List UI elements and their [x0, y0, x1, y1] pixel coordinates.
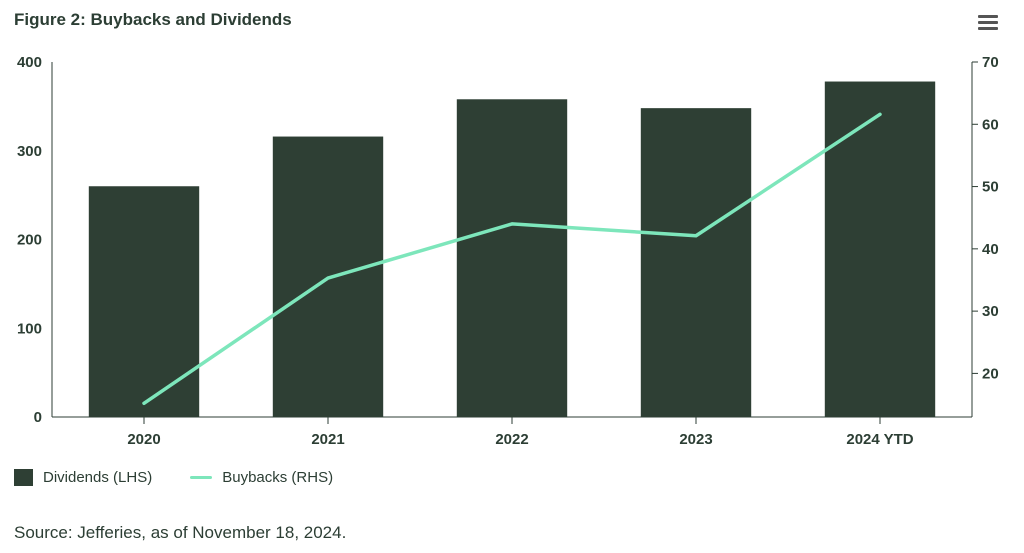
- bar-dividends: [88, 186, 200, 417]
- x-tick-label: 2021: [311, 431, 344, 448]
- point-buybacks: [510, 222, 514, 226]
- point-buybacks: [142, 401, 146, 405]
- legend-item-buybacks[interactable]: Buybacks (RHS): [190, 469, 333, 486]
- menu-line: [978, 27, 998, 30]
- y-right-tick-label: 70: [982, 54, 999, 71]
- legend-bar-swatch: [14, 469, 33, 486]
- x-tick-label: 2023: [679, 431, 712, 448]
- menu-line: [978, 21, 998, 24]
- bar-dividends: [456, 99, 568, 418]
- point-buybacks: [878, 112, 882, 116]
- point-buybacks: [326, 276, 330, 280]
- y-right-tick-label: 50: [982, 179, 999, 196]
- source-note: Source: Jefferies, as of November 18, 20…: [14, 523, 347, 542]
- y-left-tick-label: 200: [17, 232, 42, 249]
- legend-item-dividends[interactable]: Dividends (LHS): [14, 469, 152, 486]
- y-left-tick-label: 400: [17, 54, 42, 71]
- bar-dividends: [640, 108, 752, 418]
- legend-label-dividends: Dividends (LHS): [43, 469, 153, 486]
- y-left-tick-label: 0: [34, 409, 42, 426]
- point-buybacks: [694, 234, 698, 238]
- bar-dividends: [824, 81, 936, 418]
- y-right-tick-label: 20: [982, 365, 999, 382]
- y-right-tick-label: 30: [982, 303, 999, 320]
- hamburger-menu-icon[interactable]: [976, 14, 1000, 34]
- legend-label-buybacks: Buybacks (RHS): [222, 469, 334, 486]
- x-tick-label: 2020: [127, 431, 160, 448]
- chart-plot: 0 100 200 300 400 20 30 40 50 60 70 2020 2021 2022 202…: [17, 54, 999, 448]
- y-right-tick-label: 40: [982, 241, 999, 258]
- y-right-tick-label: 60: [982, 116, 999, 133]
- y-left-tick-label: 300: [17, 143, 42, 160]
- chart-title: Figure 2: Buybacks and Dividends: [14, 10, 292, 29]
- legend: Dividends (LHS) Buybacks (RHS): [14, 469, 371, 486]
- x-tick-label: 2024 YTD: [846, 431, 913, 448]
- menu-line: [978, 15, 998, 18]
- x-tick-label: 2022: [495, 431, 528, 448]
- legend-line-swatch: [190, 476, 213, 479]
- y-left-tick-label: 100: [17, 320, 42, 337]
